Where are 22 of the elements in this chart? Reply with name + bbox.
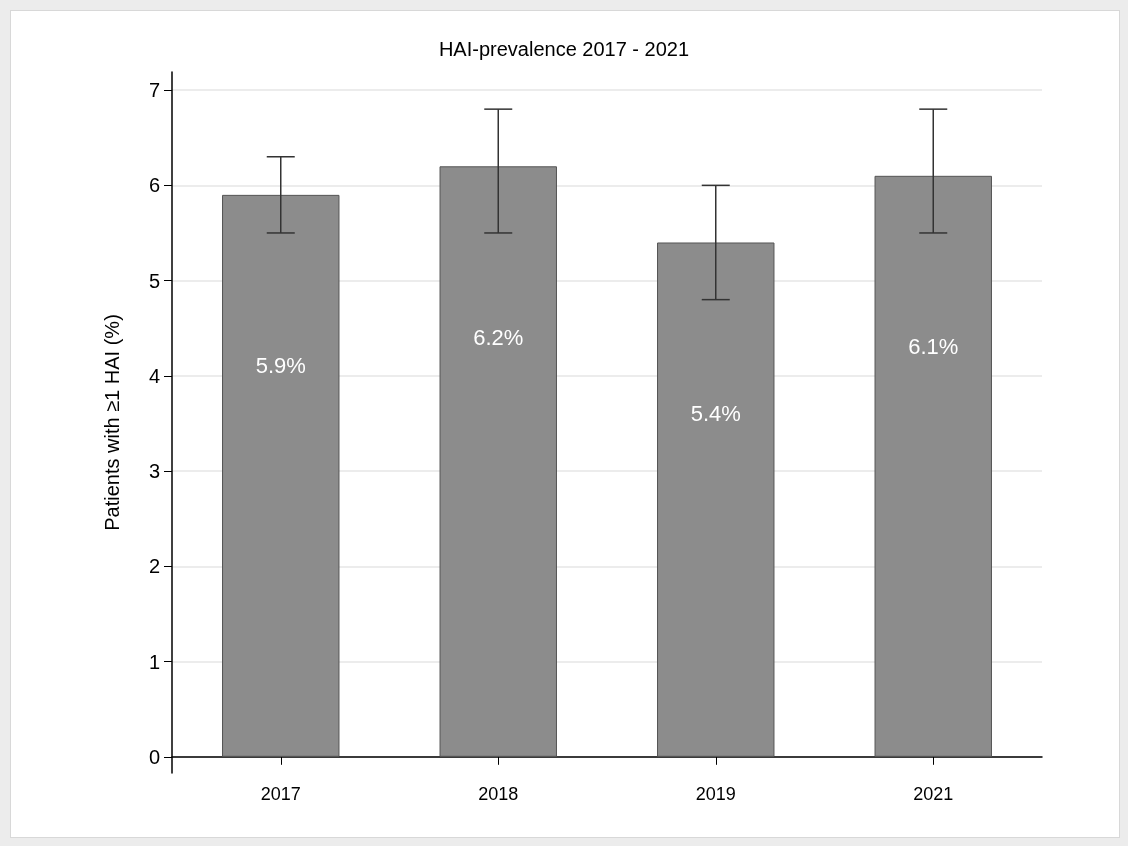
x-tick-label: 2021 — [913, 784, 954, 804]
y-tick-label: 7 — [148, 79, 160, 102]
y-tick-label: 4 — [148, 364, 160, 387]
y-tick-label: 2 — [148, 555, 160, 578]
data-label: 5.4% — [690, 400, 741, 426]
bar — [439, 166, 557, 757]
y-tick-label: 6 — [148, 174, 160, 197]
data-label: 6.1% — [908, 334, 959, 360]
data-label: 6.2% — [473, 324, 524, 350]
bar — [874, 175, 992, 757]
x-tick-label: 2018 — [478, 784, 519, 804]
y-axis-title: Patients with ≥1 HAI (%) — [101, 314, 123, 531]
data-label: 5.9% — [255, 353, 306, 379]
chart-title: HAI-prevalence 2017 - 2021 — [438, 38, 690, 60]
y-tick-label: 0 — [148, 745, 160, 768]
y-tick-label: 1 — [148, 650, 160, 673]
x-tick-label: 2019 — [695, 784, 736, 804]
x-tick-label: 2017 — [260, 784, 301, 804]
bar — [657, 242, 775, 757]
bar — [222, 194, 340, 757]
y-tick-label: 5 — [148, 269, 160, 292]
y-tick-label: 3 — [148, 460, 160, 483]
